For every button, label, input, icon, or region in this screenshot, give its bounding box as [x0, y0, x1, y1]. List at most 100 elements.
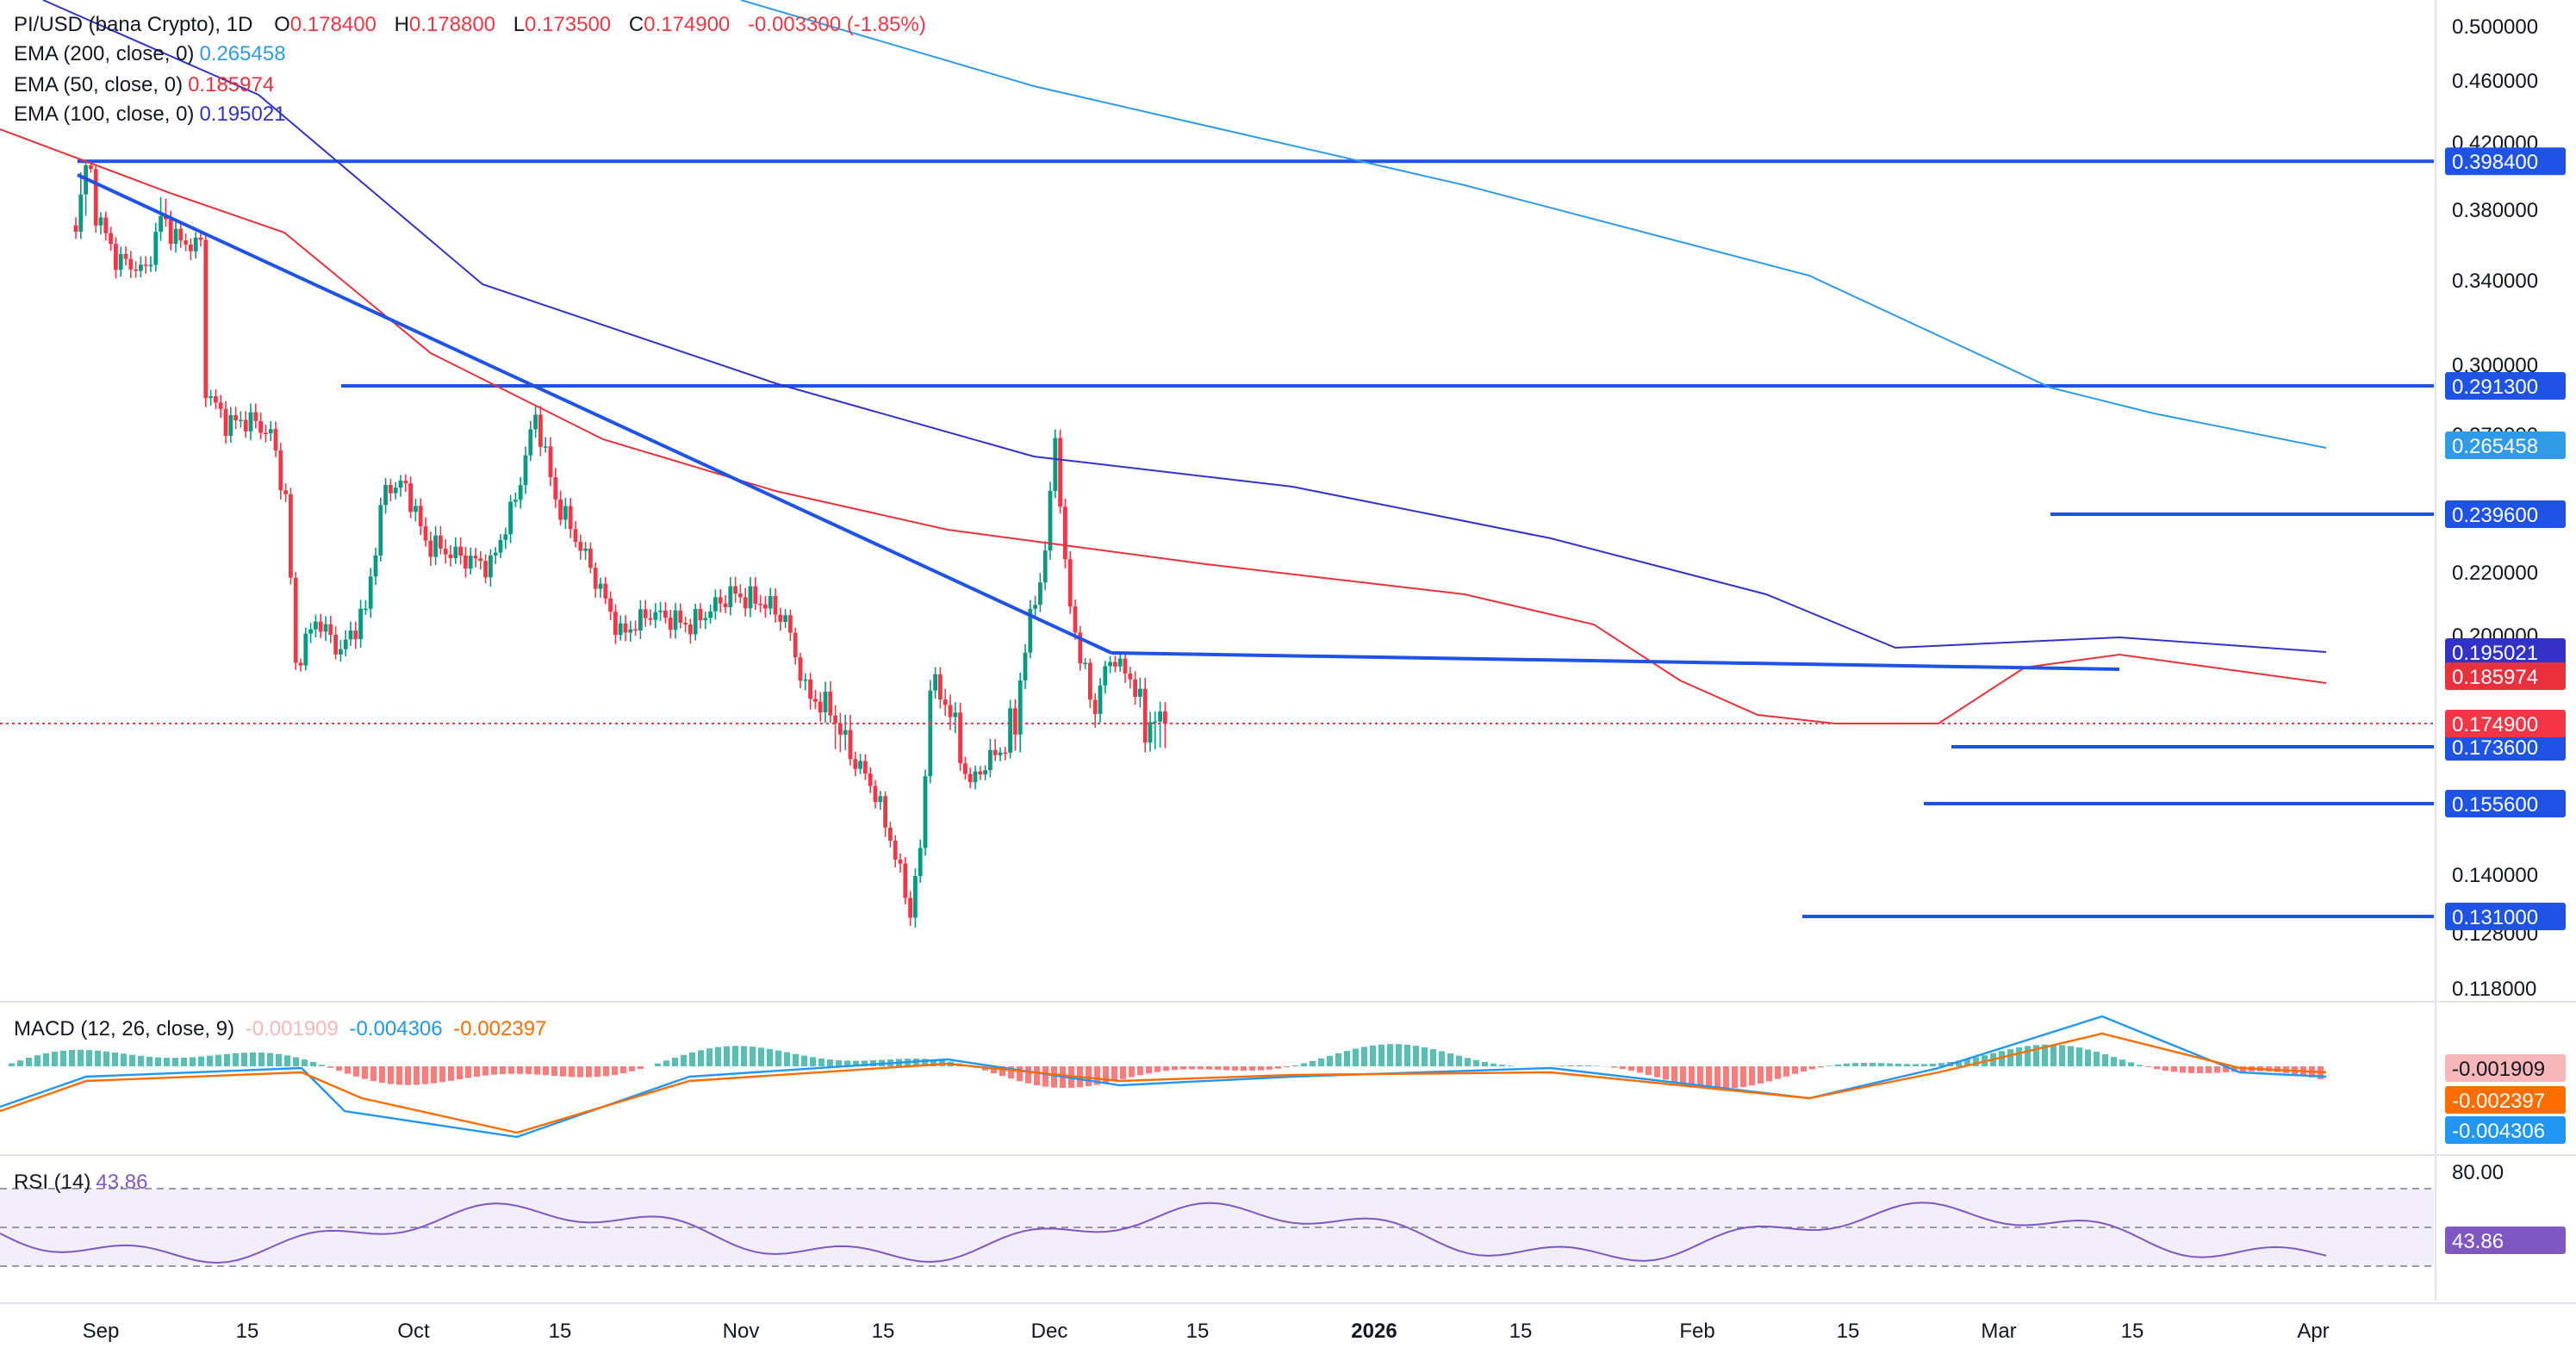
macd-bar: [155, 1057, 161, 1066]
candle-body: [528, 429, 533, 456]
macd-bar: [190, 1057, 196, 1066]
candle-body: [208, 396, 213, 399]
candle-body: [353, 630, 358, 640]
candle-body: [978, 771, 983, 775]
macd-bar: [1620, 1066, 1626, 1070]
candle-body: [808, 679, 812, 699]
macd-bar: [1422, 1047, 1428, 1066]
candle: [718, 588, 723, 613]
candle-body: [573, 529, 578, 543]
candle-body: [848, 730, 853, 760]
macd-bar: [457, 1066, 463, 1080]
macd-bar: [1051, 1066, 1057, 1088]
macd-bar: [1137, 1066, 1143, 1076]
candle-body: [953, 712, 958, 717]
candle-body: [134, 269, 138, 271]
horizontal-levels[interactable]: [78, 159, 2434, 918]
candle: [283, 483, 288, 502]
candle-body: [623, 623, 628, 633]
macd-bar: [112, 1052, 118, 1066]
macd-bar: [577, 1066, 583, 1078]
ema50-legend[interactable]: EMA (50, close, 0) 0.185974: [14, 72, 274, 98]
candle: [318, 613, 323, 638]
macd-bar: [2162, 1066, 2168, 1071]
candle-body: [803, 679, 808, 681]
candle-body: [123, 253, 128, 259]
macd-bar: [534, 1066, 540, 1075]
candle: [898, 854, 903, 873]
macd-bar: [1111, 1066, 1117, 1082]
macd-bar: [672, 1057, 678, 1066]
candle-body: [368, 576, 373, 609]
macd-bar: [2128, 1062, 2134, 1066]
macd-bar: [818, 1058, 824, 1066]
indicator-lines: [0, 0, 2434, 724]
macd-bar: [1646, 1066, 1652, 1076]
candle: [1048, 481, 1053, 561]
ema100-legend[interactable]: EMA (100, close, 0) 0.195021: [14, 102, 286, 127]
candle: [528, 420, 533, 462]
macd-bar: [353, 1066, 359, 1077]
macd-bar: [1310, 1060, 1316, 1066]
candle: [733, 576, 737, 603]
macd-bar: [2085, 1049, 2091, 1066]
candle: [992, 738, 998, 761]
candle: [918, 839, 923, 883]
macd-bar: [1473, 1059, 1479, 1066]
candle-body: [1092, 699, 1098, 714]
macd-bar: [448, 1066, 454, 1081]
macd-bar: [1844, 1063, 1850, 1066]
macd-line-tag-bg: [2445, 1116, 2566, 1144]
candle-body: [658, 610, 663, 612]
macd-bar: [293, 1057, 299, 1066]
candle-body: [473, 556, 478, 559]
macd-bar: [86, 1050, 92, 1066]
candle-body: [773, 595, 778, 615]
candle: [1083, 658, 1087, 669]
macd-bar: [1456, 1055, 1462, 1066]
macd-bar: [1999, 1051, 2005, 1066]
candle: [153, 222, 159, 272]
macd-bar: [1154, 1066, 1160, 1072]
macd-bar: [508, 1066, 514, 1074]
candle: [883, 791, 887, 837]
candle: [988, 738, 992, 778]
symbol-title[interactable]: PI/USD (bana Crypto), 1D: [14, 13, 253, 36]
candle-body: [223, 408, 228, 436]
price-tick: 0.460000: [2452, 70, 2538, 93]
candle: [164, 198, 168, 227]
candle-body: [193, 237, 198, 252]
macd-line: [0, 1015, 2327, 1139]
macd-bar: [603, 1066, 609, 1077]
macd-bar: [1094, 1066, 1100, 1085]
candle: [978, 766, 983, 780]
rsi-legend[interactable]: RSI (14) 43.86: [14, 1170, 147, 1196]
candle-body: [89, 165, 93, 170]
macd-bar: [1783, 1066, 1789, 1077]
macd-bar: [43, 1053, 49, 1066]
candle-body: [164, 215, 168, 220]
candle-body: [728, 586, 733, 607]
candle-body: [733, 586, 737, 594]
candle: [203, 233, 208, 407]
candle-body: [289, 494, 293, 578]
candle-body: [168, 219, 173, 244]
candle-body: [198, 237, 203, 240]
candle: [1092, 693, 1098, 728]
macd-bar: [482, 1066, 488, 1076]
macd-bar: [1430, 1049, 1436, 1066]
candle-body: [923, 776, 928, 848]
candle-body: [888, 827, 893, 842]
macd-bar: [1870, 1062, 1876, 1066]
candle: [423, 517, 428, 547]
macd-bar: [706, 1048, 712, 1066]
candle: [928, 680, 933, 784]
rsi-upper-tick: 80.00: [2452, 1161, 2504, 1184]
candle: [118, 246, 123, 277]
macd-legend[interactable]: MACD (12, 26, close, 9) -0.001909 -0.004…: [14, 1016, 546, 1042]
candle: [289, 488, 293, 585]
candle-body: [643, 609, 648, 618]
ema200-legend[interactable]: EMA (200, close, 0) 0.265458: [14, 41, 286, 67]
candle: [543, 437, 548, 453]
